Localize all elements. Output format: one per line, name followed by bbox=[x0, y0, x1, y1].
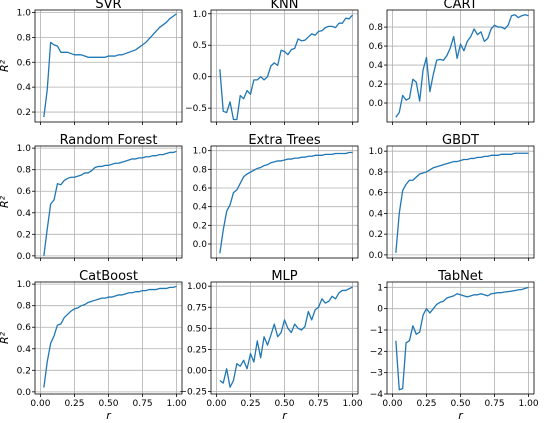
y-tick-label: 1.0 bbox=[17, 280, 32, 290]
x-tick-label: 0.50 bbox=[98, 399, 118, 409]
panel-title: CART bbox=[444, 0, 478, 12]
x-axis-label: r bbox=[458, 409, 464, 422]
y-tick-label: 0.6 bbox=[193, 184, 208, 194]
panel-title: SVR bbox=[95, 0, 121, 12]
y-tick-label: 0.2 bbox=[369, 230, 383, 240]
y-tick-label: 1.0 bbox=[17, 144, 32, 154]
y-tick-label: 0.8 bbox=[369, 23, 384, 33]
x-tick-label: 1.00 bbox=[167, 399, 187, 409]
y-tick-label: 0.0 bbox=[17, 252, 32, 262]
x-tick-label: 0.25 bbox=[240, 399, 260, 409]
y-tick-label: −1 bbox=[370, 326, 383, 336]
x-tick-label: 1.00 bbox=[519, 399, 539, 409]
y-tick-label: 0.4 bbox=[369, 61, 384, 71]
x-axis-label: r bbox=[282, 409, 288, 422]
panel-random-forest: 0.0 0.2 0.4 0.6 0.8 1.0 Random Forest R² bbox=[0, 133, 183, 262]
y-tick-label: −0.25 bbox=[179, 387, 207, 397]
y-tick-label: 0.6 bbox=[17, 58, 32, 68]
y-tick-label: 1.0 bbox=[17, 8, 32, 18]
x-tick-label: 0.50 bbox=[274, 399, 294, 409]
series-line bbox=[395, 286, 529, 391]
y-tick-label: −0.5 bbox=[185, 104, 207, 114]
y-axis-label: R² bbox=[0, 59, 11, 72]
x-tick-label: 0.75 bbox=[485, 399, 505, 409]
y-tick-label: 0.2 bbox=[369, 80, 383, 90]
y-tick-label: 0.2 bbox=[17, 366, 31, 376]
panel-tabnet: 0.00 0.25 0.50 0.75 1.00 −4 −3 −2 −1 0 1 TabNet r bbox=[370, 269, 539, 422]
x-tick-label: 0.50 bbox=[450, 399, 470, 409]
panel-title: Random Forest bbox=[60, 133, 158, 148]
x-tick-label: 0.00 bbox=[206, 399, 226, 409]
y-tick-label: 0.0 bbox=[369, 99, 384, 109]
y-tick-label: 0.0 bbox=[193, 73, 208, 83]
x-tick-label: 0.00 bbox=[382, 399, 402, 409]
y-tick-label: 0.4 bbox=[17, 345, 32, 355]
y-tick-label: 0.75 bbox=[187, 303, 207, 313]
y-tick-label: −3 bbox=[370, 369, 383, 379]
panel-mlp: 0.00 0.25 0.50 0.75 1.00 −0.25 0.00 0.25 0.50 0.7… bbox=[179, 269, 362, 422]
x-tick-label: 1.00 bbox=[343, 399, 363, 409]
x-tick-label: 0.00 bbox=[30, 399, 50, 409]
panel-title: KNN bbox=[271, 0, 299, 12]
x-tick-label: 0.75 bbox=[309, 399, 329, 409]
y-tick-label: 0 bbox=[377, 305, 383, 315]
panel-cart: 0.0 0.2 0.4 0.6 0.8 CART bbox=[369, 0, 535, 125]
y-tick-label: 0.2 bbox=[17, 230, 31, 240]
y-tick-label: −4 bbox=[370, 390, 384, 400]
y-tick-label: 1.0 bbox=[193, 10, 208, 20]
y-axis-label: R² bbox=[0, 195, 11, 208]
y-tick-label: 0.8 bbox=[17, 166, 32, 176]
series-line bbox=[219, 14, 354, 121]
y-tick-label: 0.4 bbox=[17, 209, 32, 219]
y-tick-label: 0.5 bbox=[193, 41, 207, 51]
y-tick-label: 0.0 bbox=[17, 388, 32, 398]
y-tick-label: 0.8 bbox=[369, 168, 384, 178]
y-tick-label: 0.4 bbox=[369, 209, 384, 219]
panel-gbdt: 0.0 0.2 0.4 0.6 0.8 1.0 GBDT bbox=[369, 133, 535, 261]
y-tick-label: 0.6 bbox=[369, 42, 384, 52]
panel-extra-trees: 0.0 0.2 0.4 0.6 0.8 1.0 Extra Trees bbox=[193, 133, 359, 261]
panel-title: CatBoost bbox=[79, 269, 138, 284]
series-line bbox=[395, 152, 529, 253]
y-tick-label: 0.2 bbox=[17, 108, 31, 118]
panel-knn: −0.5 0.0 0.5 1.0 KNN bbox=[185, 0, 359, 125]
x-axis-label: r bbox=[106, 409, 112, 422]
x-tick-label: 0.75 bbox=[133, 399, 153, 409]
x-tick-label: 0.25 bbox=[416, 399, 436, 409]
y-tick-label: 0.8 bbox=[17, 33, 32, 43]
y-tick-label: 0.6 bbox=[369, 189, 384, 199]
y-tick-label: 1 bbox=[377, 283, 383, 293]
y-tick-label: 0.0 bbox=[369, 251, 384, 261]
series-line bbox=[219, 151, 353, 254]
series-line bbox=[395, 14, 529, 118]
y-tick-label: 1.00 bbox=[187, 282, 207, 292]
panel-title: GBDT bbox=[442, 133, 479, 148]
panel-catboost: 0.00 0.25 0.50 0.75 1.00 0.0 0.2 0.4 0.6 0.8 1.0 Ca… bbox=[0, 269, 187, 422]
y-tick-label: 1.0 bbox=[193, 147, 208, 157]
panel-svr: 0.2 0.4 0.6 0.8 1.0 SVR R² bbox=[0, 0, 183, 125]
panel-title: Extra Trees bbox=[248, 133, 321, 148]
series-line bbox=[43, 13, 177, 118]
y-tick-label: 0.2 bbox=[193, 221, 207, 231]
y-tick-label: 0.50 bbox=[187, 324, 207, 334]
y-tick-label: 0.8 bbox=[193, 165, 208, 175]
y-axis-label: R² bbox=[0, 331, 11, 344]
y-tick-label: 0.0 bbox=[193, 240, 208, 250]
y-tick-label: 0.8 bbox=[17, 302, 32, 312]
panel-title: MLP bbox=[271, 269, 297, 284]
y-tick-label: −2 bbox=[370, 347, 383, 357]
series-line bbox=[43, 150, 177, 256]
x-tick-label: 0.25 bbox=[64, 399, 84, 409]
y-tick-label: 0.4 bbox=[193, 203, 208, 213]
panel-title: TabNet bbox=[437, 269, 483, 284]
y-tick-label: 0.00 bbox=[187, 366, 207, 376]
y-tick-label: 1.0 bbox=[369, 147, 384, 157]
y-tick-label: 0.25 bbox=[187, 345, 207, 355]
y-tick-label: 0.6 bbox=[17, 323, 32, 333]
y-tick-label: 0.4 bbox=[17, 83, 32, 93]
series-line bbox=[219, 286, 353, 388]
y-tick-label: 0.6 bbox=[17, 187, 32, 197]
series-line bbox=[43, 285, 177, 388]
